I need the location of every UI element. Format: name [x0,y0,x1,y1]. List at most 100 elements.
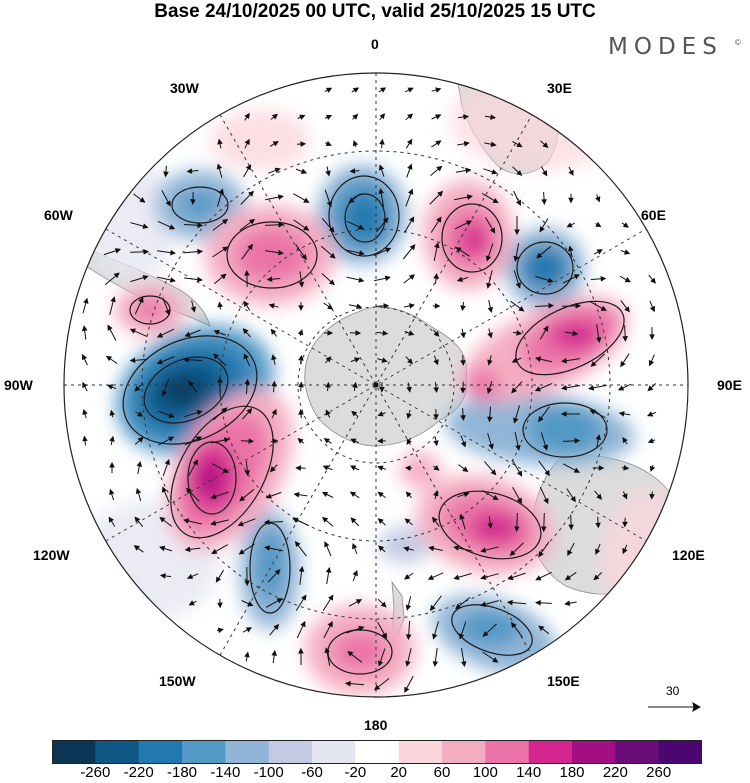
wind-vector [406,437,412,445]
wind-vector [539,325,549,340]
wind-vector [294,540,307,557]
wind-vector [481,490,499,501]
wind-vector [405,113,414,121]
wind-vector [480,546,499,553]
reference-vector-arrow [648,701,702,713]
wind-vector [324,330,334,336]
wind-vector [433,436,439,447]
wind-vector [568,245,574,258]
wind-vector [211,544,229,554]
wind-vector [460,435,467,448]
wind-vector [541,192,547,206]
colorbar-tick-label: -100 [253,764,284,781]
wind-vector [460,381,466,394]
wind-vector [512,140,523,148]
wind-vector [240,438,255,444]
wind-vector [217,301,223,310]
wind-vector [377,621,387,639]
wind-vector [595,221,602,228]
wind-vector [622,544,628,555]
low-nw-core [178,191,222,219]
wind-vector [188,459,198,477]
wind-vector [297,329,304,336]
wind-vector [270,438,279,444]
wind-vector [459,513,466,530]
wind-vector [129,357,148,364]
wind-vector [82,381,88,392]
colorbar-tick-label: 100 [472,764,498,781]
copyright-mark: © [735,38,741,47]
wind-vector [346,625,365,634]
wind-vector [647,383,657,392]
colorbar-swatch [355,740,399,764]
wind-vector [649,300,656,313]
wind-vector [509,542,524,556]
wind-vector [433,355,439,366]
wind-vector [594,490,603,500]
wind-vector [106,384,117,390]
wind-vector [538,625,550,635]
wind-vector [562,438,581,444]
wind-vector [429,595,442,612]
wind-vector [560,385,580,391]
wind-vector [538,541,550,558]
wind-vector [186,573,199,579]
wind-vector [433,273,439,284]
wind-vector [404,465,413,471]
wind-vector [535,356,553,363]
wind-vector [433,409,439,421]
high-east-small [464,369,500,401]
wind-vector [621,465,630,471]
wind-vector [271,650,278,663]
wind-vector [432,621,439,640]
wind-vector [293,219,310,231]
wind-vector [161,190,171,207]
wind-vector [271,354,277,365]
wind-vector [242,328,251,338]
colorbar-swatch [95,740,139,764]
colorbar [52,740,702,764]
wind-vector [404,87,414,93]
wind-vector [320,245,336,259]
wind-vector [325,409,331,418]
wind-vector [352,113,359,120]
wind-vector [321,217,335,233]
lon-label-150w: 150W [159,673,196,689]
wind-vector [211,463,229,473]
wind-vector [561,302,582,309]
colorbar-tick-label: 140 [516,764,542,781]
wind-vector [621,222,630,228]
wind-vector [243,353,251,367]
wind-vector [539,140,549,149]
wind-vector [325,566,332,585]
lon-label-90e: 90E [717,377,742,393]
wind-vector [377,491,386,499]
wind-vector [539,486,549,505]
wind-vector [239,218,256,231]
meridian-line [219,114,533,656]
wind-vector [244,460,251,477]
wind-vector [595,516,601,529]
wind-vector [216,163,223,178]
wind-vector [237,518,256,527]
colorbar-tick-label: -20 [344,764,367,781]
wind-vector [593,249,603,255]
wind-vector [184,276,203,283]
wind-vector [325,381,331,392]
wind-vector [244,651,250,662]
wind-vector [433,329,440,337]
wind-vector [129,248,150,255]
wind-vector [347,651,363,663]
wind-vector [352,569,358,582]
wind-vector [374,275,391,282]
wind-vector [433,382,439,393]
wind-vector [217,376,223,397]
wind-vector [595,434,601,447]
wind-vector [109,296,116,315]
wind-vector [433,490,439,499]
map-title: Base 24/10/2025 00 UTC, valid 25/10/2025… [154,1,596,22]
wind-vector [158,436,175,446]
wind-vector [404,330,415,336]
wind-vector [323,621,333,639]
wind-vector [484,141,497,147]
